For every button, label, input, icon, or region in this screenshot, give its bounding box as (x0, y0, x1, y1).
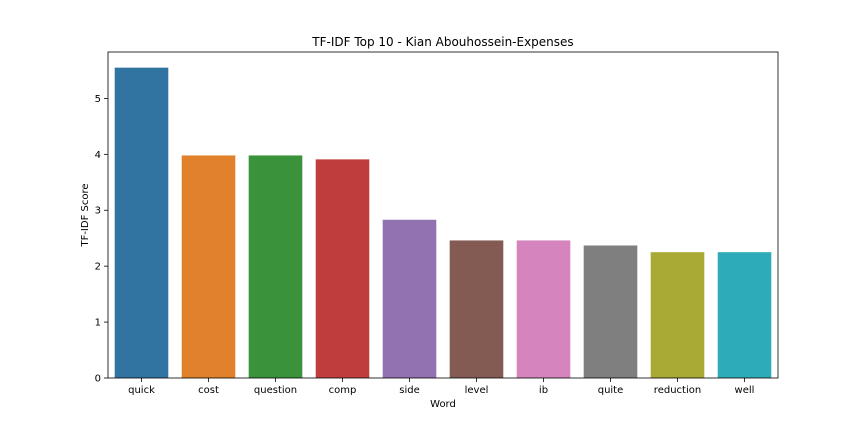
bar-well (717, 252, 772, 378)
y-tick-label: 3 (95, 206, 101, 217)
bar-ib (516, 240, 571, 378)
x-tick-label: well (735, 385, 755, 396)
y-tick-label: 2 (95, 262, 101, 273)
x-tick-label: side (399, 385, 420, 396)
y-tick-label: 0 (95, 374, 101, 385)
bar-question (248, 155, 303, 378)
y-axis: 0 1 2 3 4 5 (95, 94, 108, 385)
bar-cost (181, 155, 236, 378)
y-tick-label: 4 (95, 150, 101, 161)
y-tick-label: 1 (95, 318, 101, 329)
x-axis: quick cost question comp side level ib quite red… (128, 378, 754, 396)
bar-level (449, 240, 504, 378)
plot-frame (107, 51, 779, 379)
x-axis-label: Word (430, 399, 456, 410)
x-tick-label: ib (539, 385, 548, 396)
x-tick-label: reduction (654, 385, 701, 396)
bar-quite (583, 245, 638, 378)
x-tick-label: quite (598, 385, 624, 396)
x-tick-label: level (465, 385, 489, 396)
bar-quick (114, 67, 169, 378)
y-axis-label: TF-IDF Score (80, 183, 91, 247)
y-tick-label: 5 (95, 94, 101, 105)
chart-title: TF-IDF Top 10 - Kian Abouhossein-Expense… (311, 35, 573, 49)
bar-comp (315, 159, 370, 378)
x-tick-label: question (254, 385, 297, 396)
x-tick-label: quick (128, 385, 155, 396)
x-tick-label: cost (198, 385, 219, 396)
bar-reduction (650, 252, 705, 378)
bar-side (382, 219, 437, 378)
bars-group (114, 67, 772, 378)
x-tick-label: comp (329, 385, 357, 396)
